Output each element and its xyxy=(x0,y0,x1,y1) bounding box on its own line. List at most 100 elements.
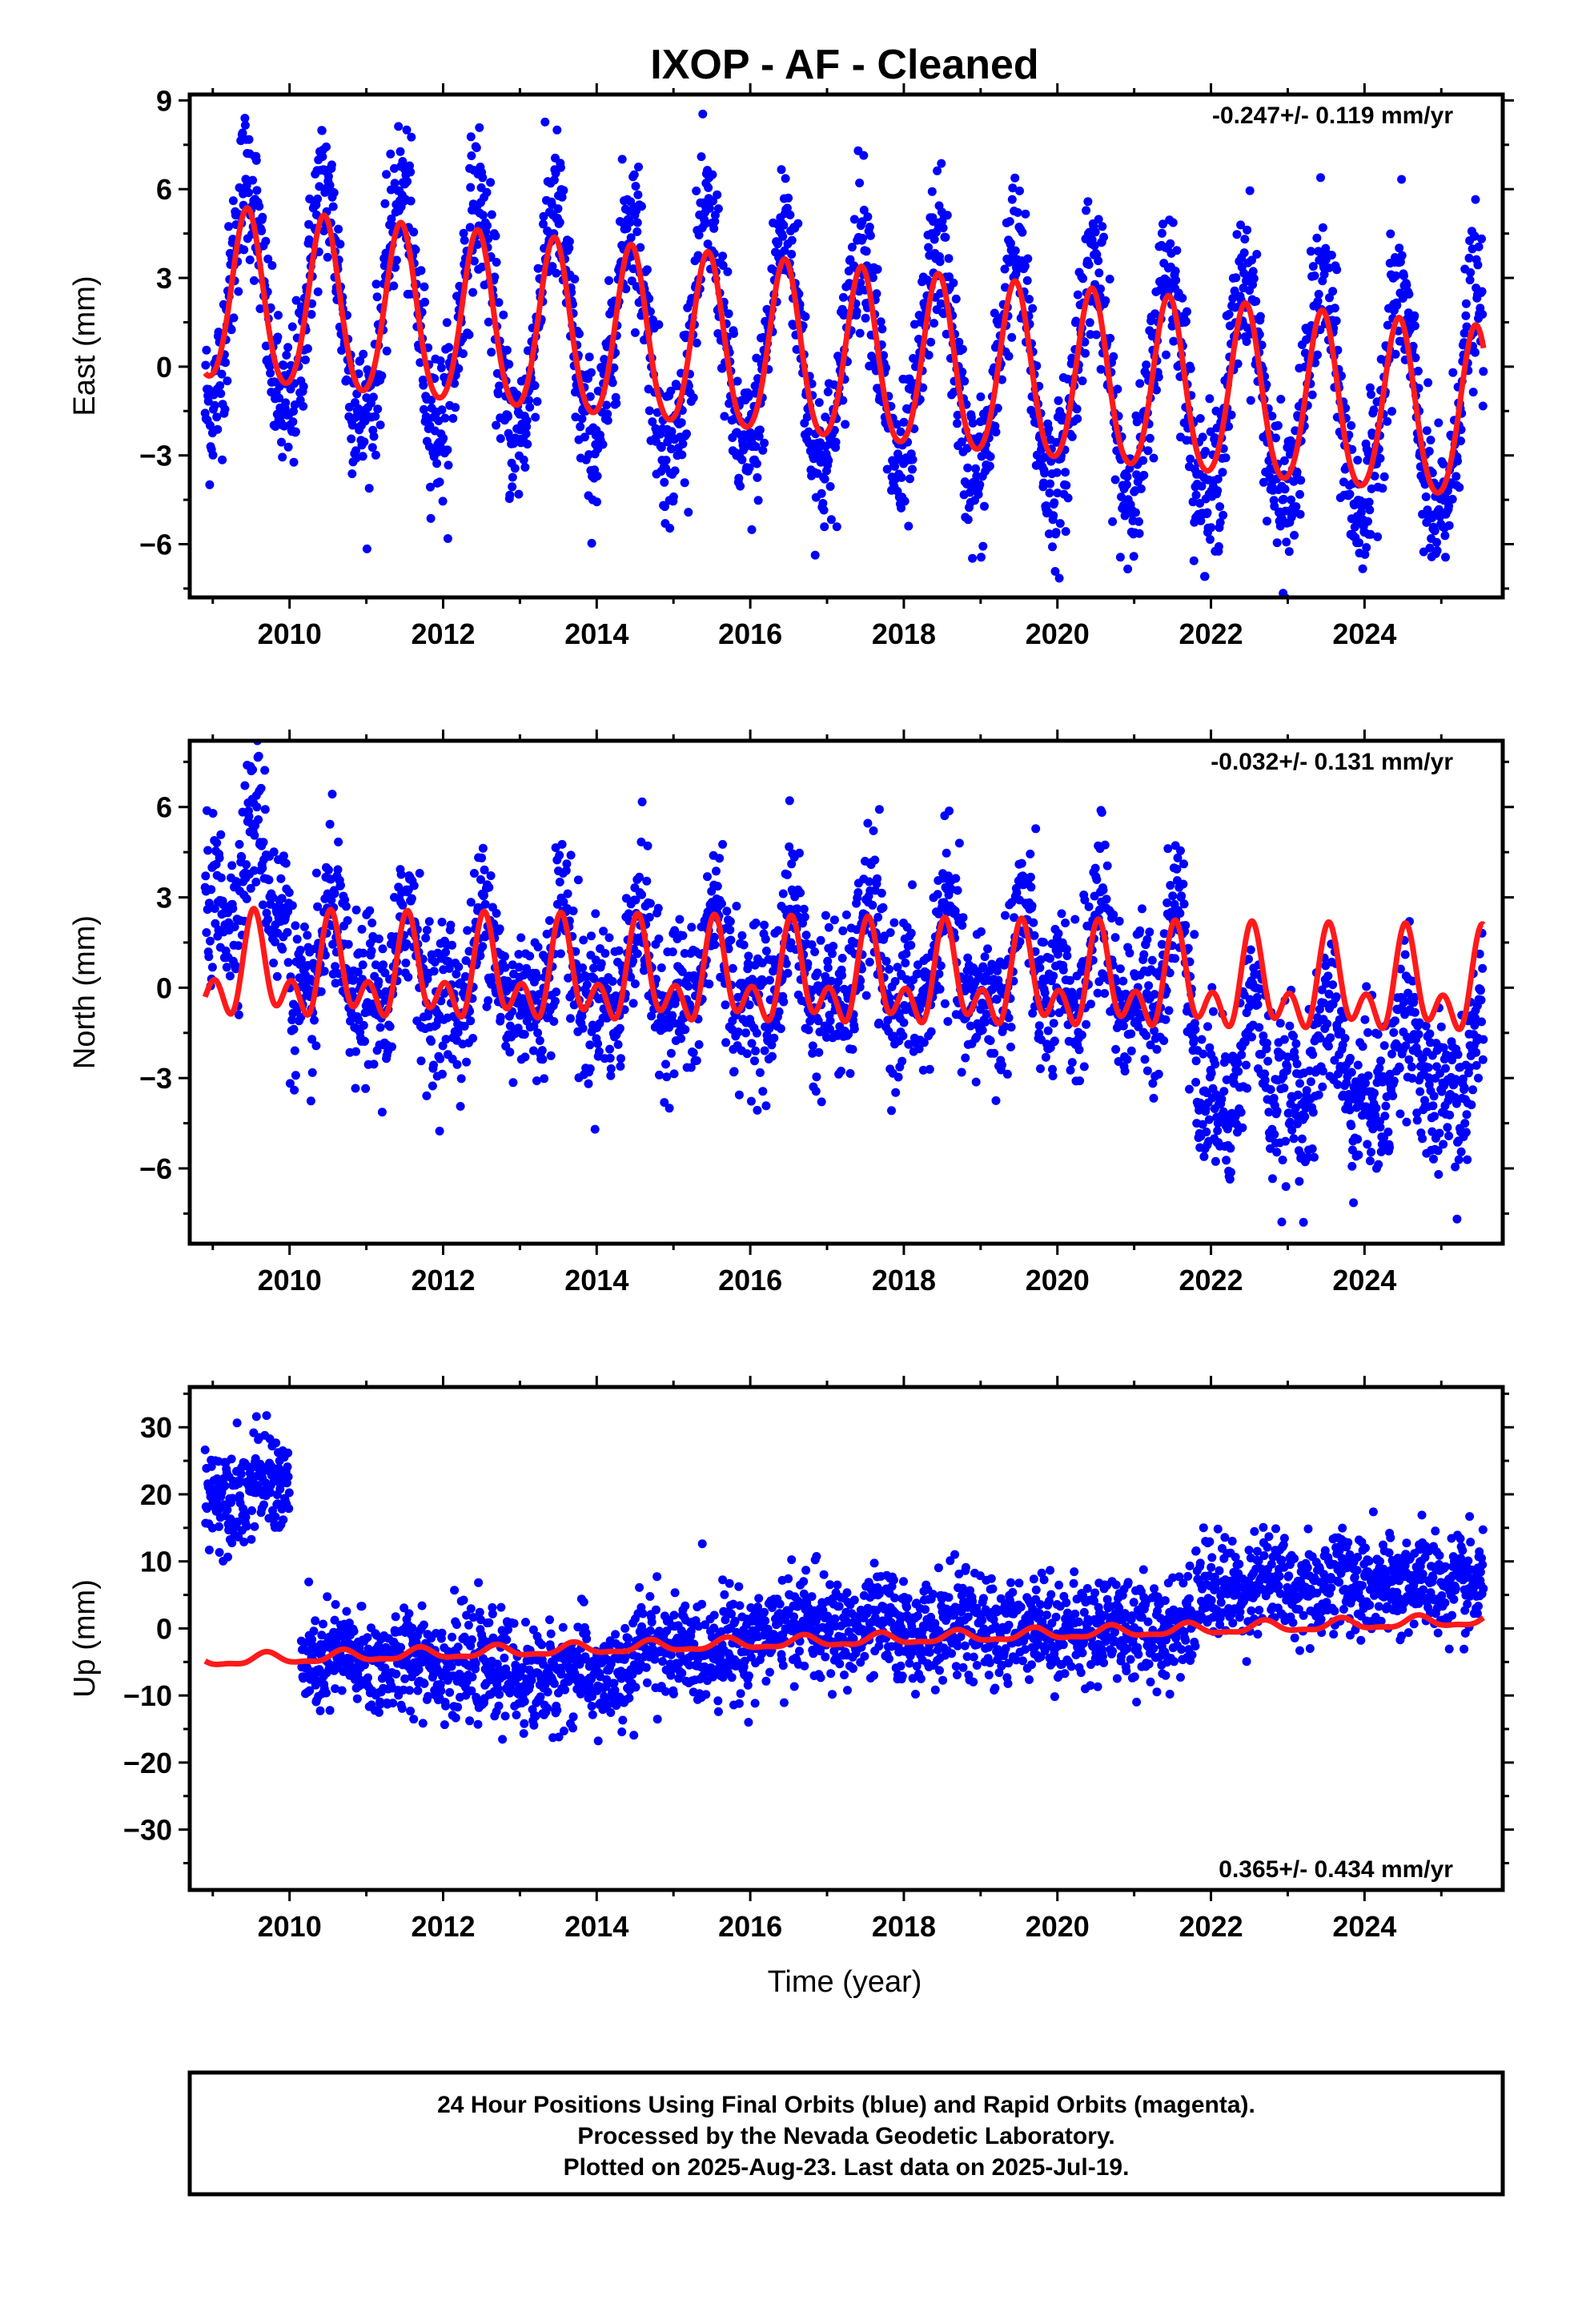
data-point xyxy=(591,909,600,919)
data-point xyxy=(245,255,255,264)
data-point xyxy=(403,177,412,187)
data-point xyxy=(1134,517,1143,526)
data-point xyxy=(241,175,251,184)
data-point xyxy=(329,188,339,198)
data-point xyxy=(761,947,771,955)
data-point xyxy=(998,375,1006,384)
data-point xyxy=(661,1059,670,1069)
y-tick-label: 6 xyxy=(156,173,172,206)
data-point xyxy=(466,183,476,192)
data-point xyxy=(637,202,646,211)
data-point xyxy=(666,1048,676,1058)
data-point xyxy=(317,126,327,135)
data-point xyxy=(1330,304,1339,313)
data-point xyxy=(769,1033,779,1043)
data-point xyxy=(1432,537,1441,547)
data-point xyxy=(933,166,942,175)
data-point xyxy=(958,921,967,930)
data-point xyxy=(1034,1021,1044,1031)
data-point xyxy=(1144,981,1154,991)
data-point xyxy=(935,257,945,267)
data-point xyxy=(713,329,723,338)
data-point xyxy=(692,338,701,348)
data-point xyxy=(250,830,259,840)
data-point xyxy=(958,913,968,923)
data-point xyxy=(258,900,267,910)
data-point xyxy=(323,865,333,875)
data-point xyxy=(269,959,279,967)
data-point xyxy=(1270,501,1279,511)
data-point xyxy=(897,472,906,482)
data-point xyxy=(810,550,820,560)
data-point xyxy=(327,790,337,799)
data-point xyxy=(976,392,986,401)
data-point xyxy=(478,211,488,220)
data-point xyxy=(705,979,714,989)
data-point xyxy=(369,1059,379,1069)
data-point xyxy=(549,175,559,185)
data-point xyxy=(899,1018,909,1027)
data-point xyxy=(694,1039,704,1049)
data-point xyxy=(1006,1042,1015,1051)
data-point xyxy=(254,815,263,824)
data-point xyxy=(1448,368,1458,377)
data-point xyxy=(599,927,608,936)
data-point xyxy=(1101,296,1110,305)
data-point xyxy=(386,149,396,159)
data-point xyxy=(555,850,564,860)
data-point xyxy=(1289,476,1299,486)
data-point xyxy=(741,442,750,452)
x-tick-label: 2024 xyxy=(1332,617,1396,650)
data-point xyxy=(1145,433,1154,443)
data-point xyxy=(1138,904,1146,914)
data-point xyxy=(486,178,496,187)
data-point xyxy=(389,281,399,291)
data-point xyxy=(225,971,235,981)
data-point xyxy=(438,497,448,506)
data-point xyxy=(249,275,259,285)
data-point xyxy=(1010,173,1020,183)
data-point xyxy=(551,996,560,1006)
data-point xyxy=(248,175,258,185)
data-point xyxy=(1126,1046,1136,1055)
data-point xyxy=(1099,232,1109,242)
data-point xyxy=(505,490,515,500)
data-point xyxy=(255,304,265,313)
data-point xyxy=(1214,542,1223,551)
data-point xyxy=(359,349,368,359)
data-point xyxy=(566,1014,575,1023)
data-point xyxy=(824,923,833,932)
data-point xyxy=(1219,510,1228,520)
data-point xyxy=(677,418,686,428)
data-point xyxy=(246,883,255,893)
data-point xyxy=(1067,432,1077,441)
data-point xyxy=(1115,964,1125,974)
data-point xyxy=(644,406,654,416)
data-point xyxy=(446,920,456,930)
data-point xyxy=(853,888,863,897)
data-point xyxy=(557,192,567,202)
data-point xyxy=(668,947,677,957)
data-point xyxy=(795,848,804,858)
data-point xyxy=(1134,529,1144,538)
data-point xyxy=(224,222,234,231)
data-point xyxy=(331,962,340,971)
data-point xyxy=(1181,316,1191,326)
data-point xyxy=(761,1101,771,1111)
data-point xyxy=(784,193,793,203)
data-point xyxy=(379,960,388,970)
data-point xyxy=(804,1025,813,1035)
data-point xyxy=(776,1024,785,1033)
data-point xyxy=(573,875,583,885)
data-point xyxy=(203,846,213,855)
data-point xyxy=(1167,321,1177,331)
data-point xyxy=(341,902,351,911)
data-point xyxy=(1201,447,1211,456)
x-tick-label: 2012 xyxy=(411,617,475,650)
data-point xyxy=(777,165,786,175)
data-point xyxy=(490,272,500,282)
data-point xyxy=(709,932,719,942)
data-point xyxy=(1331,316,1341,326)
data-point xyxy=(870,855,880,865)
data-point xyxy=(1227,410,1236,420)
